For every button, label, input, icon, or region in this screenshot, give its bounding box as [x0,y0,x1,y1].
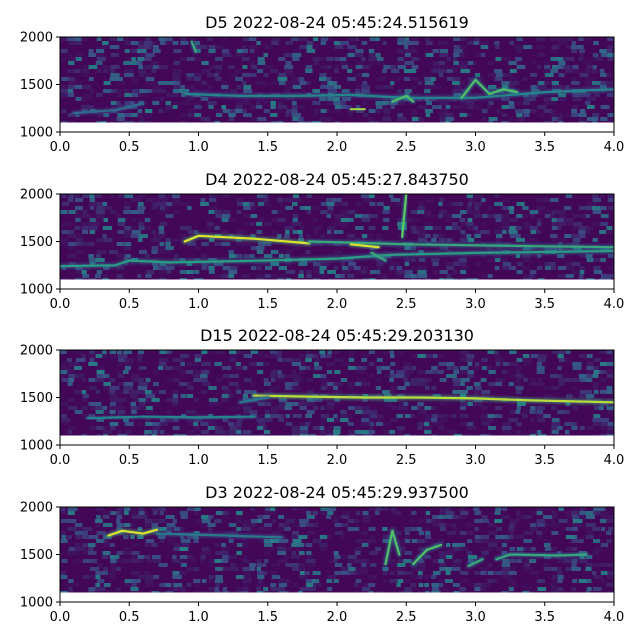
x-tick-label: 0.0 [50,140,71,155]
x-tick-label: 1.0 [188,140,209,155]
panel-title: D3 2022-08-24 05:45:29.937500 [205,483,469,502]
x-tick-label: 4.0 [604,610,625,625]
x-tick-label: 1.0 [188,610,209,625]
signal-trace [391,94,415,103]
signal-trace [495,553,588,561]
x-tick-label: 2.0 [327,140,348,155]
x-tick-label: 4.0 [604,297,625,312]
spectrogram-panel-2: D4 2022-08-24 05:45:27.843750 0.0 0.5 1.0 1.… [20,170,624,312]
signal-trace [190,40,197,53]
signal-trace [86,415,255,420]
y-tick-label: 2000 [20,31,53,46]
x-tick-label: 2.0 [327,453,348,468]
x-tick-label: 1.0 [188,453,209,468]
heatmap-image [60,194,614,280]
panel-title: D4 2022-08-24 05:45:27.843750 [205,170,469,189]
y-tick-label: 2000 [20,501,53,516]
signal-trace [107,528,158,537]
x-tick-label: 3.5 [534,140,555,155]
x-tick-label: 4.0 [604,140,625,155]
x-tick-label: 1.5 [257,140,278,155]
spectrogram-panel-4: D3 2022-08-24 05:45:29.937500 0.0 0.5 1.0 1.… [20,483,624,625]
x-tick-label: 0.5 [119,453,140,468]
x-tick-label: 0.5 [119,297,140,312]
heatmap-image [60,37,614,123]
signal-trace [460,78,519,99]
x-tick-label: 1.0 [188,297,209,312]
signal-trace [183,88,614,99]
x-tick-label: 1.5 [257,453,278,468]
x-tick-label: 3.5 [534,297,555,312]
x-tick-label: 4.0 [604,453,625,468]
x-tick-label: 2.5 [396,610,417,625]
x-tick-label: 3.0 [465,453,486,468]
spectrogram-panel-1: D5 2022-08-24 05:45:24.515619 0.0 0.5 1.0 1.… [20,13,624,155]
x-tick-label: 0.5 [119,140,140,155]
x-tick-label: 3.0 [465,140,486,155]
signal-trace [72,102,145,115]
signal-trace [308,240,614,249]
x-tick-label: 2.0 [327,610,348,625]
signal-trace [239,396,269,404]
x-tick-label: 2.5 [396,453,417,468]
x-tick-label: 2.0 [327,297,348,312]
x-tick-label: 3.5 [534,453,555,468]
y-tick-label: 1000 [20,439,53,454]
y-tick-label: 1500 [20,78,53,93]
heatmap-image [60,507,614,593]
y-tick-label: 2000 [20,188,53,203]
x-tick-label: 1.5 [257,610,278,625]
x-tick-label: 1.5 [257,297,278,312]
heatmap-image [60,350,614,436]
y-tick-label: 1000 [20,126,53,141]
x-tick-label: 3.5 [534,610,555,625]
y-tick-label: 1000 [20,596,53,611]
x-tick-label: 0.0 [50,453,71,468]
signal-trace [155,532,283,539]
signal-trace [370,251,387,262]
x-tick-label: 0.5 [119,610,140,625]
signal-trace [60,249,614,268]
x-tick-label: 3.0 [465,297,486,312]
signal-trace [467,558,484,567]
y-tick-label: 1000 [20,283,53,298]
signal-trace [384,529,401,566]
signal-trace [183,234,311,245]
panel-title: D15 2022-08-24 05:45:29.203130 [200,326,474,345]
y-tick-label: 1500 [20,391,53,406]
y-tick-label: 1500 [20,235,53,250]
x-tick-label: 3.0 [465,610,486,625]
signal-trace [412,543,442,566]
x-tick-label: 2.5 [396,140,417,155]
x-tick-label: 0.0 [50,297,71,312]
y-tick-label: 1500 [20,548,53,563]
signal-trace [401,194,408,238]
x-tick-label: 2.5 [396,297,417,312]
y-tick-label: 2000 [20,344,53,359]
signal-trace [349,243,380,249]
spectrogram-panel-3: D15 2022-08-24 05:45:29.203130 0.0 0.5 1.0 1… [20,326,625,468]
x-tick-label: 0.0 [50,610,71,625]
panel-title: D5 2022-08-24 05:45:24.515619 [205,13,469,32]
signal-trace [252,394,614,404]
